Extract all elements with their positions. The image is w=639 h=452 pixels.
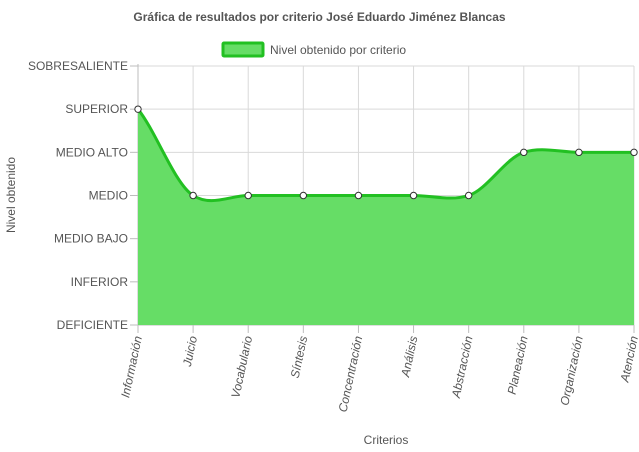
data-point[interactable] xyxy=(409,191,418,200)
x-tick-label: Información xyxy=(118,334,145,399)
data-point[interactable] xyxy=(464,191,473,200)
y-tick-label: MEDIO BAJO xyxy=(54,232,128,246)
x-tick-label: Abstracción xyxy=(449,334,476,400)
x-tick-label: Atención xyxy=(617,334,639,384)
x-tick-label: Síntesis xyxy=(288,335,311,380)
plot-area xyxy=(136,108,634,326)
y-tick-label: DEFICIENTE xyxy=(57,318,128,332)
y-tick-label: MEDIO ALTO xyxy=(56,145,128,159)
chart-title: Gráfica de resultados por criterio José … xyxy=(133,10,505,24)
x-tick-label: Vocabulario xyxy=(228,334,255,399)
legend-label: Nivel obtenido por criterio xyxy=(270,43,406,57)
data-point[interactable] xyxy=(244,191,252,200)
series-line xyxy=(136,108,634,203)
series-area xyxy=(138,109,634,326)
x-tick-label: Concentración xyxy=(336,334,366,413)
x-tick-label: Planeación xyxy=(505,334,531,395)
x-tick-label: Juicio xyxy=(180,334,200,368)
y-tick-label: SOBRESALIENTE xyxy=(28,59,128,73)
y-axis-title: Nivel obtenido xyxy=(4,157,18,233)
x-axis-title: Criterios xyxy=(364,433,409,447)
data-point[interactable] xyxy=(630,148,638,157)
x-axis-ticks: Información Juicio Vocabulario Síntesis Conc… xyxy=(118,334,639,413)
data-point[interactable] xyxy=(575,148,583,157)
x-tick-label: Análisis xyxy=(398,335,421,379)
x-tick-label: Organización xyxy=(557,334,585,406)
legend-swatch xyxy=(221,41,265,58)
y-tick-label: SUPERIOR xyxy=(65,102,128,116)
y-tick-label: INFERIOR xyxy=(71,275,129,289)
data-point[interactable] xyxy=(189,191,197,200)
data-point[interactable] xyxy=(354,191,363,200)
y-axis-ticks: DEFICIENTE INFERIOR MEDIO BAJO MEDIO MEDIO A… xyxy=(28,59,128,332)
y-tick-label: MEDIO xyxy=(89,189,128,203)
data-point[interactable] xyxy=(299,191,308,200)
data-point[interactable] xyxy=(520,148,528,157)
legend[interactable]: Nivel obtenido por criterio xyxy=(221,41,406,58)
data-points xyxy=(134,105,638,200)
data-point[interactable] xyxy=(134,105,142,113)
